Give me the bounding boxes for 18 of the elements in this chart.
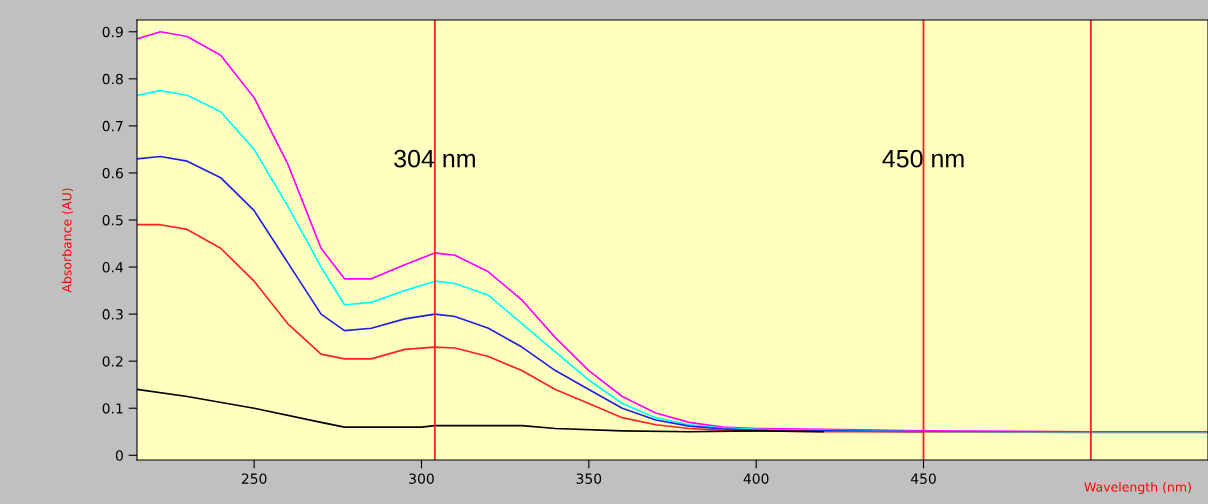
x-tick-label: 450 [910,473,936,484]
x-tick-label: 300 [409,473,434,484]
y-tick-label: 0.9 [102,26,123,38]
x-tick-label: 400 [743,473,769,484]
y-tick-label: 0.5 [102,214,123,226]
x-axis-title: Wavelength (nm) [1084,482,1191,495]
y-tick-label: 0.3 [102,309,123,320]
ref-line-label: 450 nm [882,149,964,168]
y-tick-label: 0.2 [102,356,123,367]
x-tick-label: 350 [576,473,602,484]
y-tick-label: 0.4 [102,262,124,273]
x-tick-label: 250 [241,473,267,484]
y-axis-title: Absorbance (AU) [61,188,73,293]
y-tick-label: 0.1 [102,403,123,414]
y-tick-label: 0.6 [102,167,123,179]
y-tick-label: 0.7 [102,120,123,132]
y-tick-label: 0 [115,450,123,461]
y-tick-label: 0.8 [102,73,123,85]
